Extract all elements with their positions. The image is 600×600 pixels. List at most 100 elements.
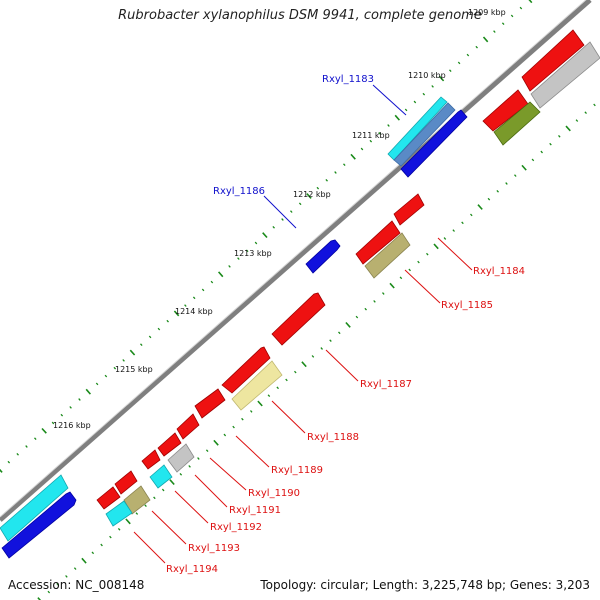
- gene-label-rxyl-1189[interactable]: Rxyl_1189: [271, 465, 323, 476]
- minor-tick: [443, 237, 447, 240]
- major-tick: [345, 321, 351, 328]
- gene-label-rxyl-1184[interactable]: Rxyl_1184: [473, 266, 525, 277]
- major-tick: [125, 518, 131, 525]
- gene-rxyl-1183-blue[interactable]: [400, 109, 468, 178]
- major-tick: [394, 114, 401, 121]
- minor-tick: [329, 339, 332, 342]
- minor-tick: [109, 535, 112, 539]
- minor-tick: [16, 452, 19, 456]
- minor-tick: [387, 124, 390, 127]
- minor-tick: [505, 182, 508, 185]
- minor-tick: [250, 410, 253, 413]
- gene-rxyl-1186-blue[interactable]: [305, 239, 341, 274]
- major-tick: [0, 468, 3, 473]
- minor-tick: [144, 504, 147, 508]
- major-tick: [477, 204, 483, 210]
- gene-cyan[interactable]: [387, 96, 448, 161]
- minor-tick: [452, 229, 455, 232]
- gene-label-rxyl-1194[interactable]: Rxyl_1194: [166, 564, 218, 575]
- backbone-line: [0, 0, 592, 522]
- minor-tick: [91, 551, 95, 555]
- major-tick: [41, 427, 47, 434]
- gene-label-rxyl-1187[interactable]: Rxyl_1187: [360, 379, 412, 390]
- minor-tick: [47, 590, 51, 594]
- minor-tick: [237, 257, 240, 260]
- accession-label: Accession: NC_008148: [8, 578, 145, 592]
- minor-tick: [593, 103, 596, 107]
- minor-tick: [540, 150, 543, 154]
- minor-tick: [210, 280, 214, 284]
- gene-label-rxyl-1186[interactable]: Rxyl_1186: [213, 186, 265, 197]
- leader-line: [151, 510, 187, 545]
- minor-tick: [179, 472, 183, 476]
- gene-olive-top[interactable]: [493, 101, 541, 146]
- gene-rxyl-1189-red[interactable]: [176, 413, 200, 440]
- gene-rxyl-1191-grey[interactable]: [167, 443, 195, 473]
- gene-rxyl-1192-cyan[interactable]: [149, 464, 173, 489]
- gene-label-rxyl-1185[interactable]: Rxyl_1185: [441, 300, 493, 311]
- minor-tick: [378, 131, 381, 135]
- gene-rxyl-1193-red[interactable]: [114, 470, 138, 495]
- reverse-strand-genes: [96, 29, 600, 527]
- minor-tick: [113, 366, 117, 370]
- gene-label-rxyl-1193[interactable]: Rxyl_1193: [188, 543, 240, 554]
- minor-tick: [73, 567, 77, 570]
- minor-tick: [422, 92, 426, 96]
- outer-tick-track: [0, 0, 533, 473]
- gene-rxyl-1188-pale[interactable]: [231, 360, 283, 411]
- minor-tick: [188, 465, 191, 468]
- minor-tick: [475, 45, 478, 49]
- gene-blue-left[interactable]: [1, 491, 77, 559]
- gene-red-top[interactable]: [521, 29, 585, 92]
- minor-tick: [232, 425, 235, 429]
- minor-tick: [65, 575, 68, 578]
- gene-cyan-left[interactable]: [0, 474, 69, 542]
- minor-tick: [584, 111, 587, 115]
- leader-line: [325, 349, 359, 382]
- leader-line: [209, 457, 247, 491]
- gene-steel[interactable]: [393, 102, 456, 167]
- gene-red-mid2[interactable]: [194, 388, 226, 419]
- minor-tick: [298, 202, 302, 206]
- minor-tick: [153, 496, 156, 500]
- minor-tick: [457, 61, 461, 65]
- minor-tick: [466, 53, 470, 57]
- gene-rxyl-1190-red[interactable]: [157, 432, 182, 457]
- gene-rxyl-1187-red[interactable]: [271, 292, 326, 346]
- gene-rxyl-1185-khaki[interactable]: [364, 232, 411, 279]
- gene-grey-top[interactable]: [530, 41, 600, 109]
- minor-tick: [364, 307, 367, 311]
- minor-tick: [78, 398, 81, 401]
- gene-rxyl-1184-red[interactable]: [393, 193, 425, 226]
- genome-backbone: [0, 0, 592, 522]
- gene-label-rxyl-1192[interactable]: Rxyl_1192: [210, 522, 262, 533]
- major-tick: [217, 271, 224, 278]
- minor-tick: [104, 374, 108, 378]
- leader-line: [263, 195, 297, 229]
- major-tick: [389, 282, 395, 289]
- minor-tick: [417, 260, 420, 264]
- minor-tick: [501, 22, 505, 26]
- minor-tick: [276, 386, 279, 390]
- kbp-label: 1215 kbp: [115, 365, 153, 374]
- gene-red-1194a[interactable]: [96, 486, 121, 510]
- leader-line: [404, 269, 441, 304]
- forward-gene-labels: Rxyl_1183 Rxyl_1186: [213, 74, 407, 229]
- major-tick: [85, 388, 92, 395]
- gene-red-mid1[interactable]: [221, 346, 271, 394]
- gene-rxyl-1191-red[interactable]: [141, 449, 161, 470]
- gene-label-rxyl-1188[interactable]: Rxyl_1188: [307, 432, 359, 443]
- minor-tick: [117, 527, 121, 531]
- minor-tick: [135, 512, 139, 515]
- minor-tick: [241, 417, 244, 421]
- major-tick: [81, 557, 87, 564]
- minor-tick: [100, 543, 103, 547]
- backbone-highlight: [0, 0, 587, 518]
- gene-label-rxyl-1190[interactable]: Rxyl_1190: [248, 488, 300, 499]
- major-tick: [257, 400, 263, 407]
- gene-label-rxyl-1183[interactable]: Rxyl_1183: [322, 74, 374, 85]
- gene-label-rxyl-1191[interactable]: Rxyl_1191: [229, 505, 281, 516]
- gene-rxyl-1194-cyan[interactable]: [105, 500, 133, 527]
- gene-rxyl-1184b-red[interactable]: [355, 220, 401, 265]
